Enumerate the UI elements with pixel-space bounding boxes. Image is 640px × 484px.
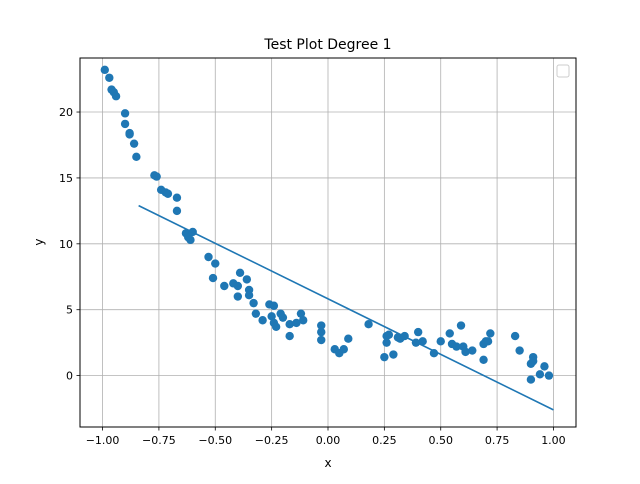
scatter-point [258,316,267,325]
scatter-point [208,273,218,283]
y-tick-label: 5 [66,304,73,317]
scatter-point [445,329,454,338]
legend [556,64,570,78]
scatter-point [540,362,549,371]
scatter-point [105,73,114,82]
scatter-point [233,292,243,301]
scatter-point [364,320,373,329]
fit-line [138,204,554,411]
scatter-point [204,252,213,262]
scatter-point [111,92,121,101]
scatter-point [267,312,276,321]
scatter-point [186,235,195,245]
scatter-point [380,352,389,362]
scatter-point [344,334,353,343]
scatter-point [317,335,326,345]
scatter-point [120,119,130,129]
x-axis-label: x [324,456,331,470]
scatter-point [479,355,488,364]
plot-marks [100,65,554,411]
x-tick-label: 0.25 [372,434,397,447]
scatter-point [125,130,134,139]
y-tick-label: 0 [66,370,73,383]
scatter-point [233,281,243,291]
scatter-point [271,322,281,332]
x-tick-label: 0.75 [485,434,510,447]
grid [80,58,576,427]
scatter-point [317,321,326,330]
scatter-point [317,327,326,337]
scatter-point [152,172,161,181]
scatter-point [483,337,493,346]
scatter-point [436,337,445,346]
scatter-point [211,259,220,268]
scatter-point [278,313,288,322]
y-axis-label: y [32,238,46,245]
scatter-point [235,268,245,278]
y-tick-label: 20 [59,106,73,119]
scatter-point [382,338,391,347]
scatter-point [299,316,308,325]
y-tick-label: 10 [59,238,73,251]
scatter-point [292,318,301,328]
scatter-point [486,329,495,338]
scatter-point [468,346,477,355]
x-tick-label: 1.00 [541,434,566,447]
scatter-point [285,320,294,329]
x-tick-label: −0.50 [198,434,232,447]
x-tick-label: 0.50 [428,434,453,447]
scatter-point [100,65,110,75]
scatter-point [244,291,254,300]
scatter-point [544,371,554,380]
scatter-point [163,189,173,198]
x-axis: −1.00 −0.75 −0.50 −0.25 0.00 0.25 0.50 0.75 1.00 [86,427,566,447]
scatter-point [251,309,261,318]
scatter-point [418,337,427,346]
scatter-point [172,193,182,202]
scatter-point [249,298,258,308]
scatter-point [429,349,439,358]
x-tick-label: 0.00 [316,434,341,447]
scatter-point [515,346,524,355]
y-tick-label: 15 [59,172,73,185]
scatter-point [172,206,182,216]
scatter-point [296,309,306,318]
scatter-point [510,331,520,341]
scatter-point [413,327,423,337]
y-axis: 0 5 10 15 20 [59,106,80,383]
scatter-point [285,331,294,341]
x-tick-label: −1.00 [86,434,120,447]
scatter-point [269,301,279,310]
scatter-point [452,342,461,351]
scatter-point [339,345,348,354]
scatter-point [220,281,229,291]
chart-title: Test Plot Degree 1 [263,37,391,53]
scatter-point [528,356,538,366]
x-tick-label: −0.25 [255,434,289,447]
x-tick-label: −0.75 [142,434,176,447]
legend-box [556,64,570,78]
scatter-point [242,275,252,284]
scatter-point [129,139,139,148]
scatter-point [461,347,470,357]
scatter-point [535,370,545,379]
scatter-point [132,152,141,162]
scatter-point [120,109,130,118]
scatter-point [384,330,394,339]
scatter-point [456,321,466,330]
scatter-point [389,350,398,359]
scatter-point [526,375,536,384]
